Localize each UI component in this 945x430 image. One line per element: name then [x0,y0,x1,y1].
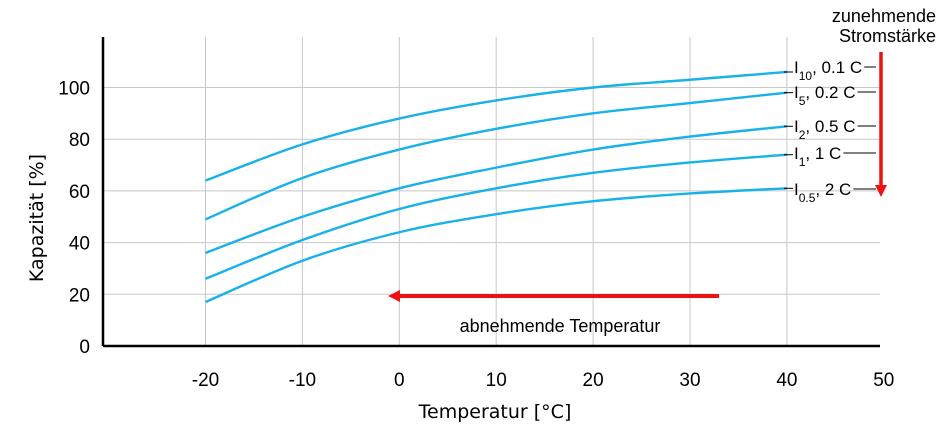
curve-label-rest: , 1 C [805,144,841,163]
y-tick-label: 40 [69,234,90,255]
temperature-arrow-head [388,290,400,302]
curve-label-sub: 5 [799,94,806,108]
x-tick-labels: -20 -10 0 10 20 30 40 50 [192,370,895,391]
series-line-4 [205,153,787,280]
y-tick-labels: 0 20 40 60 80 100 [58,79,90,359]
x-tick-label: 30 [679,370,700,391]
curve-label-sub: 1 [799,155,806,169]
y-tick-label: 0 [79,337,90,358]
increasing-current-annotation: zunehmende Stromstärke [832,6,936,197]
curve-label-3: I2, 0.5 C [794,117,856,142]
series-line-5 [205,187,787,304]
curve-label-rest: , 0.5 C [805,117,855,136]
y-tick-label: 80 [69,130,90,151]
curve-label-main: I [794,144,799,163]
x-tick-label: -20 [192,370,219,391]
y-tick-label: 100 [58,79,90,100]
curve-label-sub: 0.5 [799,191,816,205]
annotation-stromstaerke-line1: zunehmende [832,6,936,26]
curve-label-1: I10, 0.1 C [794,58,862,83]
y-tick-label: 20 [69,285,90,306]
x-tick-label: 40 [776,370,797,391]
curve-label-rest: , 0.1 C [812,58,862,77]
annotation-stromstaerke-line2: Stromstärke [839,26,936,46]
curve-label-2: I5, 0.2 C [794,83,856,108]
x-axis-title: Temperatur [°C] [418,401,572,423]
series-group [205,70,788,304]
x-tick-label: -10 [289,370,316,391]
curve-label-main: I [794,83,799,102]
decreasing-temperature-annotation: abnehmende Temperatur [388,290,719,336]
axes [101,37,880,348]
curve-label-5: I0.5, 2 C [794,180,851,205]
y-tick-label: 60 [69,182,90,203]
series-line-3 [205,125,788,255]
curve-labels: I10, 0.1 CI5, 0.2 CI2, 0.5 CI1, 1 CI0.5,… [784,58,876,205]
series-line-1 [205,70,787,182]
x-tick-label: 0 [394,370,405,391]
x-tick-label: 20 [583,370,604,391]
curve-label-rest: , 0.2 C [805,83,855,102]
x-tick-label: 10 [486,370,507,391]
curve-label-4: I1, 1 C [794,144,841,169]
curve-label-sub: 2 [799,128,806,142]
annotation-temperatur: abnehmende Temperatur [460,316,661,336]
x-tick-label: 50 [873,370,894,391]
curve-label-main: I [794,180,799,199]
curve-label-rest: , 2 C [815,180,851,199]
series-line-2 [205,91,788,221]
curve-label-main: I [794,58,799,77]
y-axis-title: Kapazität [%] [26,154,48,282]
grid [103,37,880,346]
curve-label-main: I [794,117,799,136]
current-arrow-head [875,185,887,197]
curve-label-sub: 10 [799,69,813,83]
